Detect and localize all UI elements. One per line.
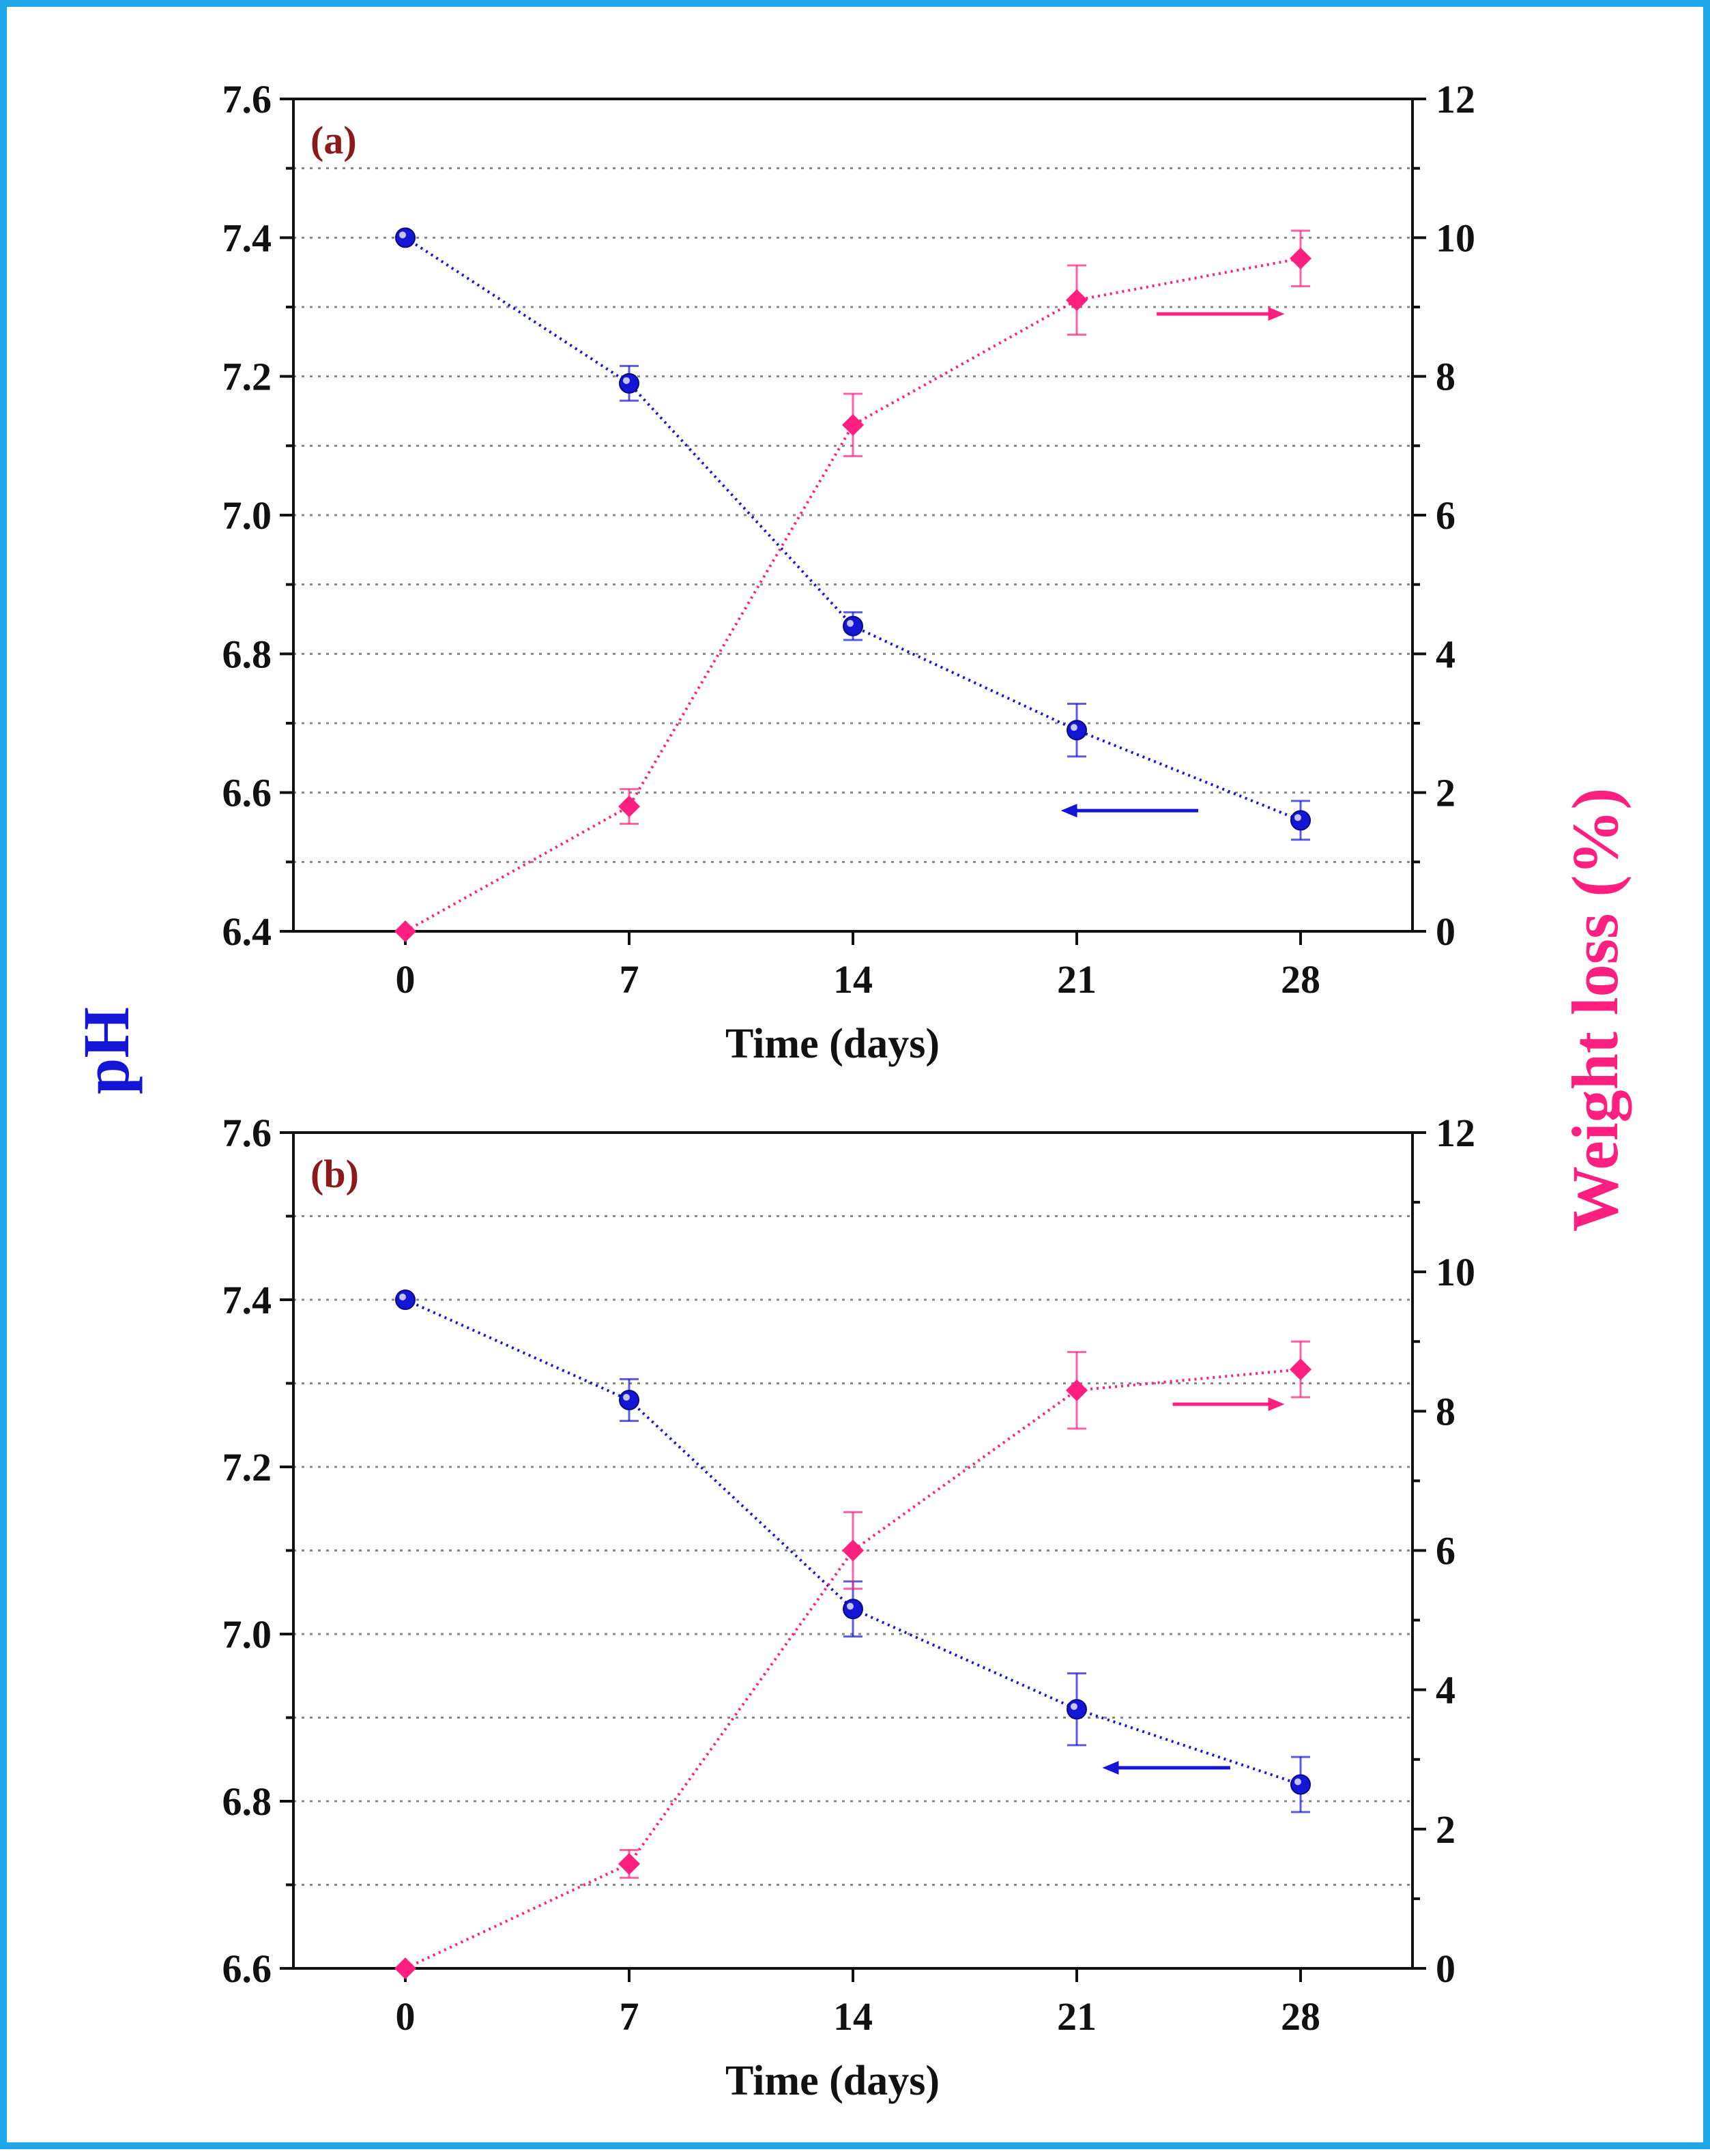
right-tick-label: 10 — [1436, 1250, 1475, 1294]
ph-point — [1067, 720, 1087, 741]
x-tick-label: 28 — [1281, 1994, 1320, 2039]
ph-point-highlight — [399, 1294, 406, 1300]
x-tick-label: 14 — [833, 957, 873, 1002]
right-tick-label: 4 — [1436, 632, 1455, 676]
right-tick-label: 8 — [1436, 355, 1455, 399]
ph-point — [619, 373, 639, 394]
right-tick-label: 6 — [1436, 1529, 1455, 1573]
weight-loss-series-line — [405, 1368, 1301, 1970]
ph-point-highlight — [623, 1394, 630, 1401]
ph-point-highlight — [847, 620, 854, 627]
arrow-head — [1102, 1761, 1119, 1775]
panel-b: 6.6 6.8 7.0 7.2 7.4 7.6 0 2 4 6 8 10 12 0 7 14 21 28 Time … — [222, 1111, 1476, 2104]
ph-point — [1067, 1699, 1087, 1720]
x-axis-title: Time (days) — [725, 2058, 940, 2104]
arrow-head — [1060, 804, 1077, 818]
ph-point — [1290, 1774, 1311, 1795]
ph-point-highlight — [1294, 814, 1301, 821]
weight-loss-point — [1066, 1379, 1088, 1401]
ph-point-highlight — [399, 231, 406, 239]
ph-point-highlight — [623, 377, 630, 384]
left-tick-label: 6.8 — [222, 632, 272, 676]
weight-loss-point — [618, 1852, 640, 1875]
left-axis-title: pH — [70, 1007, 143, 1094]
ph-point — [619, 1390, 639, 1410]
right-tick-label: 10 — [1436, 216, 1475, 260]
left-tick-label: 6.6 — [222, 1947, 272, 1991]
x-tick-label: 7 — [620, 1994, 639, 2039]
left-tick-label: 7.0 — [222, 1612, 272, 1657]
ph-point-highlight — [1294, 1778, 1301, 1786]
right-axis-title: Weight loss (%) — [1559, 788, 1632, 1232]
weight-loss-point — [1290, 247, 1312, 270]
ph-point-highlight — [847, 1603, 854, 1610]
left-tick-label: 7.4 — [222, 1278, 272, 1322]
ph-point-highlight — [1071, 1703, 1077, 1710]
ph-point — [1290, 810, 1311, 831]
x-tick-label: 0 — [396, 1994, 416, 2039]
right-tick-label: 2 — [1436, 771, 1455, 815]
left-tick-label: 6.4 — [222, 909, 272, 954]
weight-loss-point — [842, 413, 864, 436]
right-tick-label: 4 — [1436, 1668, 1455, 1713]
right-tick-label: 12 — [1436, 1111, 1475, 1155]
panel-label: (a) — [310, 118, 357, 162]
ph-point — [395, 1290, 416, 1310]
x-tick-label: 21 — [1057, 1994, 1097, 2039]
left-tick-label: 7.6 — [222, 77, 272, 121]
right-tick-label: 0 — [1436, 909, 1455, 954]
right-tick-label: 8 — [1436, 1389, 1455, 1433]
ph-point — [395, 227, 416, 248]
x-tick-label: 28 — [1281, 957, 1320, 1002]
right-tick-label: 12 — [1436, 77, 1475, 121]
left-tick-label: 7.4 — [222, 216, 272, 260]
weight-loss-point — [1290, 1358, 1312, 1381]
panel-label: (b) — [310, 1152, 359, 1196]
weight-loss-series-line — [405, 257, 1301, 933]
left-tick-label: 6.6 — [222, 771, 272, 815]
right-tick-label: 0 — [1436, 1947, 1455, 1991]
weight-loss-point — [394, 1957, 416, 1979]
ph-series-line — [404, 236, 1301, 822]
ph-point — [843, 615, 863, 637]
ph-point-highlight — [1071, 724, 1077, 731]
weight-loss-point — [394, 920, 416, 942]
x-tick-label: 14 — [833, 1994, 873, 2039]
left-tick-label: 6.8 — [222, 1779, 272, 1824]
left-tick-label: 7.2 — [222, 1445, 272, 1489]
left-tick-label: 7.2 — [222, 355, 272, 399]
panel-a: 6.4 6.6 6.8 7.0 7.2 7.4 7.6 0 2 4 6 8 10 12 0 7 14 21 28 Ti… — [222, 77, 1476, 1067]
right-tick-label: 6 — [1436, 493, 1455, 538]
left-tick-label: 7.0 — [222, 493, 272, 538]
right-tick-label: 2 — [1436, 1807, 1455, 1852]
left-tick-label: 7.6 — [222, 1111, 272, 1155]
x-tick-label: 0 — [396, 957, 416, 1002]
weight-loss-point — [842, 1539, 864, 1562]
x-tick-label: 7 — [620, 957, 639, 1002]
weight-loss-point — [1066, 289, 1088, 311]
x-axis-title: Time (days) — [725, 1021, 940, 1067]
weight-loss-point — [618, 796, 640, 817]
x-tick-label: 21 — [1057, 957, 1097, 1002]
arrow-head — [1268, 1397, 1285, 1412]
ph-point — [843, 1599, 863, 1620]
arrow-head — [1268, 307, 1285, 321]
